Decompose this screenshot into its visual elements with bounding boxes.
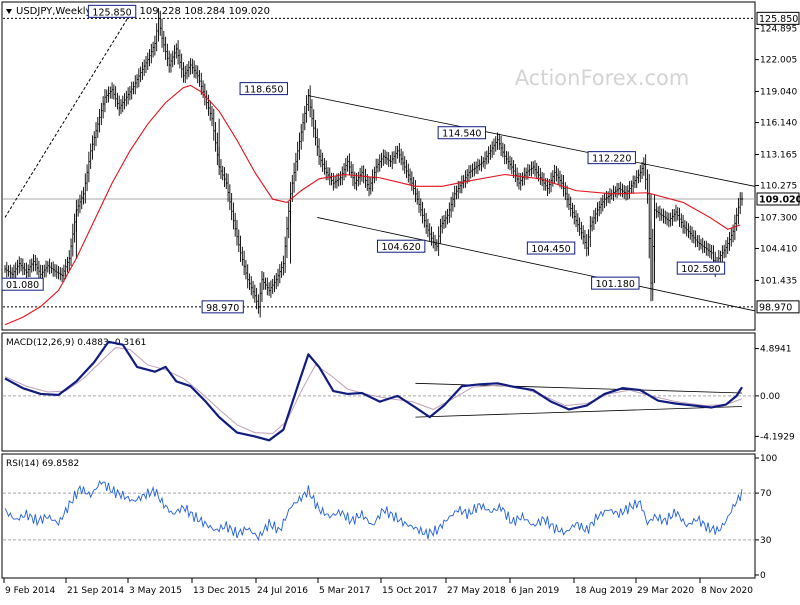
x-axis: 9 Feb 2014 21 Sep 2014 3 May 2015 13 Dec 20… [3,578,753,596]
price-axis-flag-box [756,11,800,25]
macd-line [4,340,743,442]
x-axis-label: 24 Jul 2016 [257,586,308,596]
price-label-text: 112.220 [592,154,631,165]
rsi-axis-label: 70 [760,489,772,499]
price-axis-label: 107.300 [760,213,797,223]
price-axis-label: 101.435 [760,276,797,286]
price-label-text: 125.850 [92,7,131,18]
macd-title: MACD(12,26,9) 0.4883 -0.3161 [6,338,146,348]
price-label-box [676,261,726,275]
price-label-box [591,276,640,290]
macd-trendline-1 [415,406,743,418]
x-axis-label: 9 Feb 2014 [5,586,56,596]
price-label-box [587,151,636,165]
price-label-box [239,82,288,96]
price-axis-label: 122.005 [760,56,797,66]
price-axis-flag: 125.850 [759,14,798,25]
rsi-panel-frame [1,453,756,579]
price-label-text: 104.450 [531,244,570,255]
x-axis-label: 21 Sep 2014 [67,586,124,596]
price-axis-label: 116.140 [760,119,797,129]
macd-axis-label: 0.00 [760,392,780,402]
price-axis-label: 104.410 [760,244,797,254]
x-axis-label: 3 May 2015 [129,586,182,596]
rsi-axis-label: 0 [760,571,766,581]
price-label-box [87,4,137,18]
rsi-title: RSI(14) 69.8582 [6,459,79,469]
x-axis-label: 5 Mar 2017 [319,586,370,596]
x-axis-label: 29 Mar 2020 [637,586,694,596]
price-label-box [526,241,576,255]
price-label-text: 118.650 [244,85,283,96]
price-bars [4,7,744,318]
ohlc-values: 108.322 109.228 108.284 109.020 [95,6,270,17]
price-panel-frame [1,1,756,331]
price-label-112-220: 112.220 [587,151,636,165]
macd-axis: 4.8941 0.00 -4.1929 [755,345,795,442]
channel-trendline-1 [317,217,755,312]
price-label-box [437,126,487,140]
symbol-label: USDJPY,Weekly [16,6,92,17]
price-axis-label: 119.040 [760,87,797,97]
x-axis-label: 8 Nov 2020 [701,586,753,596]
price-label-box [201,300,244,314]
macd-panel-frame [1,332,756,452]
price-axis: 124.895 122.005 119.040 116.140 113.165 110.2… [755,11,800,314]
price-label-118-650: 118.650 [239,82,288,96]
price-axis-flag: 109.020 [759,194,800,205]
price-label-101-180: 101.180 [591,276,640,290]
price-label-102-580: 102.580 [676,261,726,275]
x-axis-label: 27 May 2018 [447,586,506,596]
price-label-114-540: 114.540 [437,126,487,140]
x-axis-label: 13 Dec 2015 [193,586,251,596]
price-label-104-620: 104.620 [376,239,426,253]
rsi-axis-label: 100 [760,454,777,464]
price-label-98-970: 98.970 [201,300,244,314]
watermark: ActionForex.com [515,66,690,90]
macd-axis-label: 4.8941 [760,345,792,355]
rsi-axis-label: 30 [760,536,772,546]
price-label-text: 102.580 [681,264,720,275]
price-label-01-080: 01.080 [1,277,44,291]
price-annotations: 125.850 118.650 114.540 112.220 104.620 104.4… [1,4,726,314]
price-label-125-850: 125.850 [87,4,137,18]
channel-trendline-0 [308,95,755,187]
macd-plot [3,340,755,442]
price-axis-label: 124.895 [760,25,797,35]
price-label-text: 98.970 [206,303,239,314]
x-axis-label: 15 Oct 2017 [382,586,438,596]
price-label-text: 104.620 [382,242,421,253]
price-label-104-450: 104.450 [526,241,576,255]
price-plot [3,7,755,326]
price-label-text: 01.080 [6,280,39,291]
price-axis-flag-box [756,192,800,206]
moving-average-line [4,84,741,326]
rsi-line [4,479,743,542]
price-label-text: 114.540 [442,129,481,140]
price-axis-label: 110.275 [760,182,797,192]
x-axis-label: 6 Jan 2019 [511,586,559,596]
price-axis-flag: 98.970 [759,302,792,313]
macd-axis-label: -4.1929 [760,432,795,442]
menu-triangle-icon[interactable] [6,9,12,14]
price-axis-label: 113.165 [760,150,797,160]
price-label-box [376,239,426,253]
x-axis-label: 18 Aug 2019 [575,586,633,596]
price-axis-flag-box [756,300,800,314]
price-label-text: 101.180 [596,279,635,290]
rsi-axis: 100 70 30 0 [755,454,777,581]
rsi-plot [3,479,755,542]
price-label-box [1,277,44,291]
